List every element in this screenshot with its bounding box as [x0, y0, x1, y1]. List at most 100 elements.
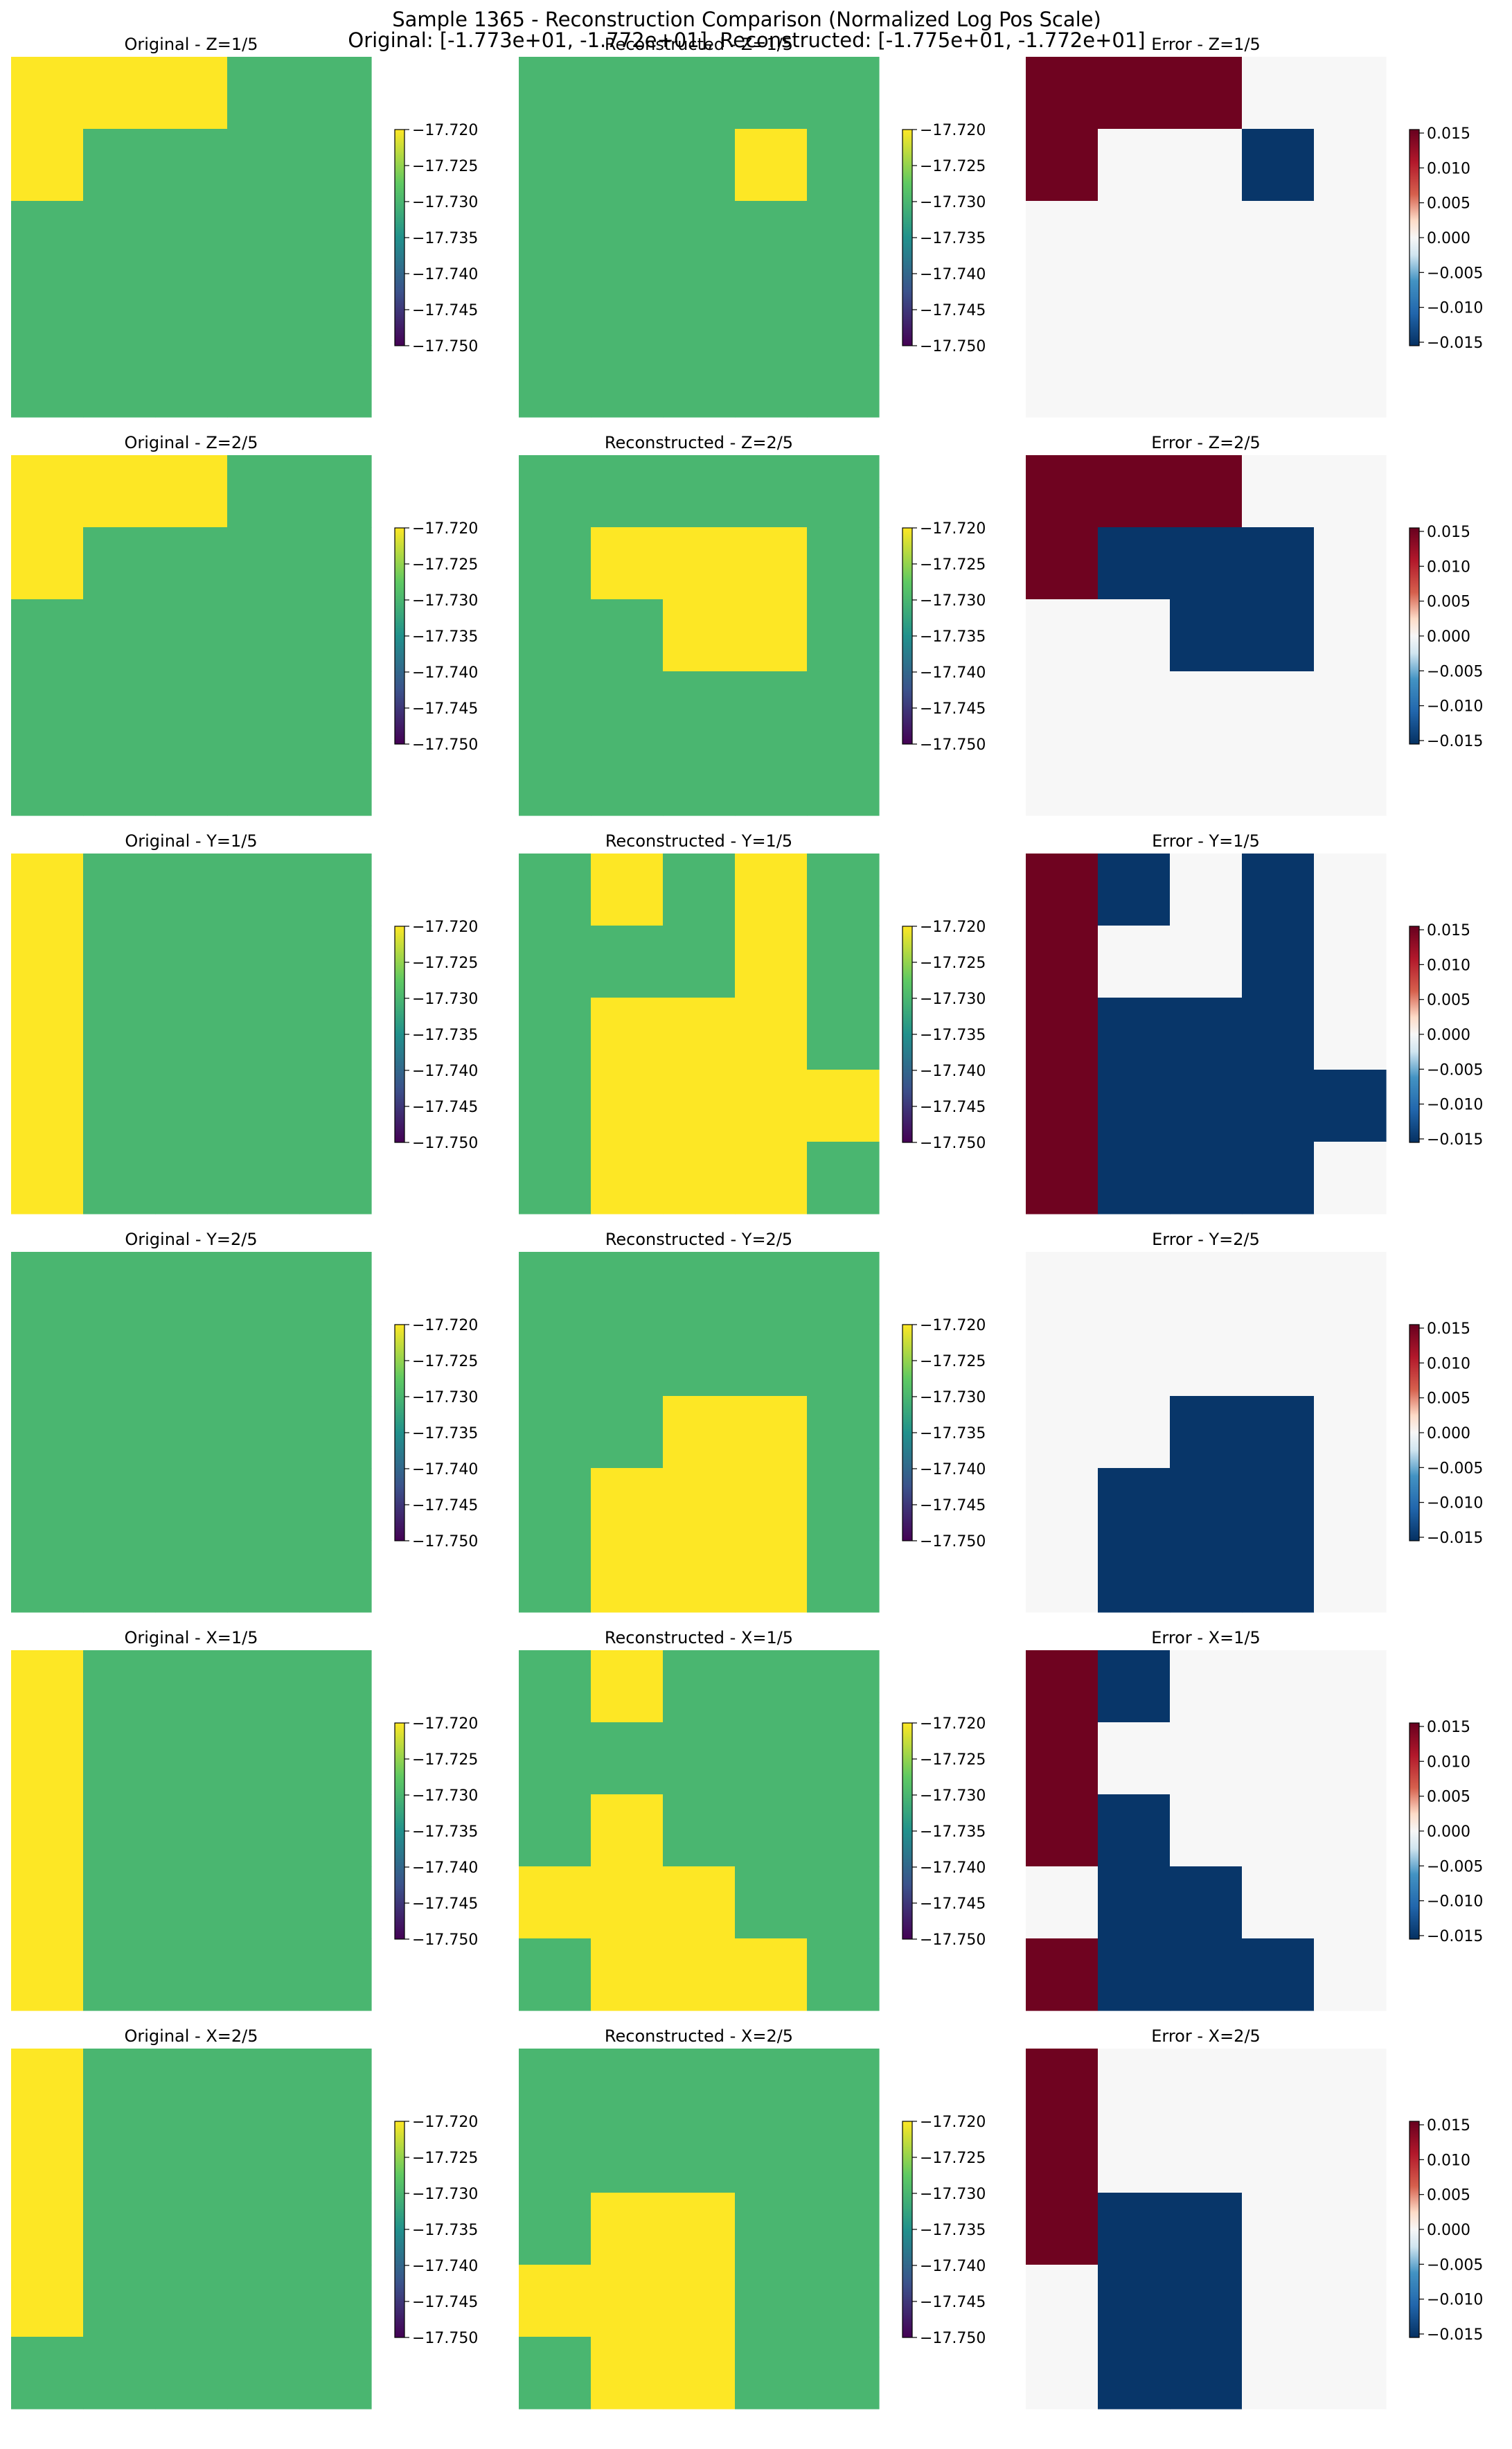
- heatmap-cell: [1314, 1070, 1387, 1142]
- heatmap-cell: [155, 1142, 228, 1214]
- heatmap-cell: [299, 527, 372, 600]
- heatmap-cell: [1242, 345, 1315, 418]
- heatmap-cell: [735, 671, 808, 744]
- heatmap-cell: [83, 998, 156, 1070]
- heatmap-cell: [1098, 1650, 1171, 1723]
- heatmap-cell: [11, 1650, 84, 1723]
- heatmap-cell: [591, 599, 664, 672]
- heatmap-cell: [155, 1938, 228, 2011]
- colorbar: −17.720 −17.725 −17.730 −17.735 −17.740 −17.7…: [394, 1317, 478, 1550]
- colorbar-tick-label: −17.720: [412, 1317, 478, 1334]
- colorbar: −17.720 −17.725 −17.730 −17.735 −17.740 −17.7…: [394, 919, 478, 1152]
- heatmap-cell: [663, 201, 736, 274]
- heatmap-cell: [227, 1794, 300, 1867]
- heatmap-panel: Original - Z=1/5−17.720−17.725−17.730−17…: [11, 35, 478, 418]
- heatmap-cell: [735, 2337, 808, 2410]
- heatmap-cell: [1314, 599, 1387, 672]
- colorbar-tick-label: −17.730: [920, 2186, 986, 2203]
- colorbar-tick-label: −17.750: [412, 338, 478, 355]
- heatmap-cell: [1098, 57, 1171, 130]
- colorbar-tick-label: −0.010: [1427, 1893, 1483, 1911]
- heatmap-cell: [11, 743, 84, 816]
- heatmap-cell: [1026, 1650, 1099, 1723]
- colorbar-tick-label: −17.750: [920, 1931, 986, 1949]
- heatmap-cell: [11, 201, 84, 274]
- heatmap-cell: [227, 1396, 300, 1469]
- heatmap-cell: [1314, 2337, 1387, 2410]
- heatmap-cell: [1098, 1468, 1171, 1541]
- heatmap-cell: [735, 2265, 808, 2337]
- colorbar-tick-label: −17.740: [412, 1859, 478, 1877]
- heatmap-cell: [155, 1070, 228, 1142]
- heatmap-cell: [227, 129, 300, 202]
- heatmap-cell: [1314, 1938, 1387, 2011]
- heatmap-cell: [299, 2193, 372, 2265]
- colorbar-gradient: [1409, 2121, 1420, 2338]
- heatmap-cell: [735, 1540, 808, 1613]
- heatmap-cell: [591, 1938, 664, 2011]
- heatmap-cell: [83, 2265, 156, 2337]
- colorbar-tick-label: −17.725: [920, 556, 986, 574]
- heatmap-panel: Reconstructed - Z=1/5−17.720−17.725−17.7…: [519, 35, 986, 418]
- colorbar-tick-label: −17.750: [920, 2330, 986, 2347]
- heatmap-cell: [807, 1252, 880, 1325]
- heatmap-cell: [1242, 743, 1315, 816]
- colorbar-tick-label: −0.005: [1427, 265, 1483, 282]
- heatmap-cell: [1026, 2193, 1099, 2265]
- colorbar-tick-label: −17.750: [920, 1135, 986, 1152]
- heatmap-cell: [11, 273, 84, 346]
- heatmap-cell: [807, 854, 880, 926]
- heatmap-cell: [11, 2121, 84, 2193]
- heatmap-cell: [299, 1650, 372, 1723]
- heatmap-cell: [519, 1540, 592, 1613]
- heatmap-cell: [663, 129, 736, 202]
- heatmap-panel: Reconstructed - Y=2/5−17.720−17.725−17.7…: [519, 1230, 986, 1613]
- heatmap-cell: [227, 1540, 300, 1613]
- heatmap-cell: [299, 1866, 372, 1939]
- colorbar-tick-label: −17.745: [920, 1497, 986, 1514]
- heatmap-cell: [11, 671, 84, 744]
- heatmap-cell: [1314, 926, 1387, 998]
- heatmap-cell: [663, 345, 736, 418]
- colorbar-gradient: [394, 527, 405, 745]
- heatmap-cell: [591, 1794, 664, 1867]
- heatmap-cell: [83, 1866, 156, 1939]
- colorbar: 0.015 0.010 0.005 0.000 −0.005 −0.010 −0.015: [1409, 2117, 1483, 2344]
- colorbar-gradient: [394, 129, 405, 346]
- colorbar: 0.015 0.010 0.005 0.000 −0.005 −0.010 −0.015: [1409, 1719, 1483, 1945]
- colorbar-gradient: [394, 1324, 405, 1541]
- heatmap-panel: Error - Y=2/5 0.015 0.010 0.005 0.000 −0.005 −…: [1026, 1230, 1483, 1613]
- heatmap-cell: [83, 1070, 156, 1142]
- heatmap-cell: [807, 1540, 880, 1613]
- heatmap-cell: [591, 2121, 664, 2193]
- heatmap-cell: [735, 1468, 808, 1541]
- colorbar-tick-label: 0.000: [1427, 1425, 1470, 1442]
- heatmap-cell: [663, 1070, 736, 1142]
- colorbar-tick-label: −0.010: [1427, 698, 1483, 716]
- heatmap-cell: [519, 1142, 592, 1214]
- heatmap-cell: [155, 599, 228, 672]
- heatmap-cell: [807, 1070, 880, 1142]
- heatmap-cell: [155, 129, 228, 202]
- heatmap-cell: [299, 1142, 372, 1214]
- heatmap-cell: [1314, 455, 1387, 528]
- heatmap-cell: [1314, 998, 1387, 1070]
- panel-title: Reconstructed - X=2/5: [605, 2026, 793, 2046]
- colorbar-tick-label: −17.720: [412, 1715, 478, 1733]
- heatmap-cell: [1026, 1722, 1099, 1795]
- heatmap-cell: [735, 854, 808, 926]
- heatmap-cell: [807, 2049, 880, 2121]
- colorbar-tick-label: −17.740: [412, 664, 478, 682]
- heatmap-cell: [1242, 926, 1315, 998]
- colorbar-tick-label: 0.010: [1427, 2152, 1470, 2169]
- heatmap-cell: [83, 1142, 156, 1214]
- colorbar: −17.720 −17.725 −17.730 −17.735 −17.740 −17.7…: [902, 919, 986, 1152]
- heatmap-cell: [591, 455, 664, 528]
- colorbar-tick-label: −17.730: [412, 1389, 478, 1406]
- colorbar-tick-label: 0.005: [1427, 2187, 1470, 2204]
- colorbar-tick-label: −17.745: [412, 1895, 478, 1913]
- heatmap-cell: [807, 1794, 880, 1867]
- colorbar-gradient: [394, 1722, 405, 1940]
- heatmap-cell: [807, 599, 880, 672]
- heatmap-cell: [299, 1324, 372, 1397]
